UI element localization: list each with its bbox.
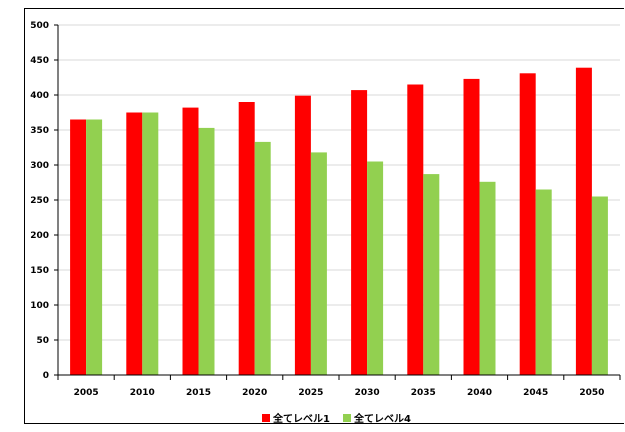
bar-level4-2045 xyxy=(535,189,552,375)
y-tick-label: 350 xyxy=(30,126,49,136)
bar-level1-2025 xyxy=(294,95,311,375)
x-tick-label: 2030 xyxy=(355,388,380,398)
bar-level4-2025 xyxy=(310,152,327,375)
bar-level1-2045 xyxy=(519,73,536,376)
y-tick-label: 250 xyxy=(30,196,49,206)
bar-level4-2030 xyxy=(367,161,384,375)
y-tick-label: 100 xyxy=(30,301,49,311)
x-tick-label: 2035 xyxy=(411,388,436,398)
bar-level1-2015 xyxy=(182,107,199,375)
x-tick-label: 2040 xyxy=(467,388,492,398)
y-axis-ticks: 0 50 100 150 200 250 300 350 400 450 500 xyxy=(30,21,58,381)
bar-level1-2050 xyxy=(575,67,592,375)
y-tick-label: 500 xyxy=(30,21,49,31)
x-tick-label: 2020 xyxy=(242,388,267,398)
y-tick-label: 150 xyxy=(30,266,49,276)
bar-level4-2050 xyxy=(591,196,608,375)
bar-level4-2010 xyxy=(142,112,159,375)
bars xyxy=(70,67,608,376)
bar-level1-2010 xyxy=(126,112,143,375)
x-tick-label: 2010 xyxy=(130,388,155,398)
bar-level4-2015 xyxy=(198,127,215,376)
bar-level1-2030 xyxy=(351,90,368,375)
legend-swatch xyxy=(343,414,351,422)
x-tick-label: 2025 xyxy=(298,388,323,398)
legend: 全てレベル1 全てレベル4 xyxy=(262,412,411,425)
legend-label: 全てレベル4 xyxy=(353,412,411,425)
bar-level1-2040 xyxy=(463,78,480,376)
bar-level1-2035 xyxy=(407,84,424,375)
bar-level4-2020 xyxy=(254,141,271,375)
legend-label: 全てレベル1 xyxy=(272,412,330,425)
y-tick-label: 50 xyxy=(36,336,49,346)
bar-level4-2035 xyxy=(423,174,440,375)
x-tick-label: 2005 xyxy=(74,388,99,398)
x-axis-ticks: 2005 2010 2015 2020 2025 2030 2035 2040 2045 2050 xyxy=(57,375,621,398)
bar-level1-2020 xyxy=(238,102,255,375)
y-tick-label: 450 xyxy=(30,56,49,66)
legend-swatch xyxy=(262,414,270,422)
y-tick-label: 0 xyxy=(43,371,49,381)
y-tick-label: 200 xyxy=(30,231,49,241)
bar-level4-2005 xyxy=(86,119,103,375)
x-tick-label: 2045 xyxy=(523,388,548,398)
x-tick-label: 2050 xyxy=(579,388,604,398)
x-tick-label: 2015 xyxy=(186,388,211,398)
y-tick-label: 300 xyxy=(30,161,49,171)
bar-level4-2040 xyxy=(479,181,496,375)
y-tick-label: 400 xyxy=(30,91,49,101)
bar-level1-2005 xyxy=(70,119,87,375)
